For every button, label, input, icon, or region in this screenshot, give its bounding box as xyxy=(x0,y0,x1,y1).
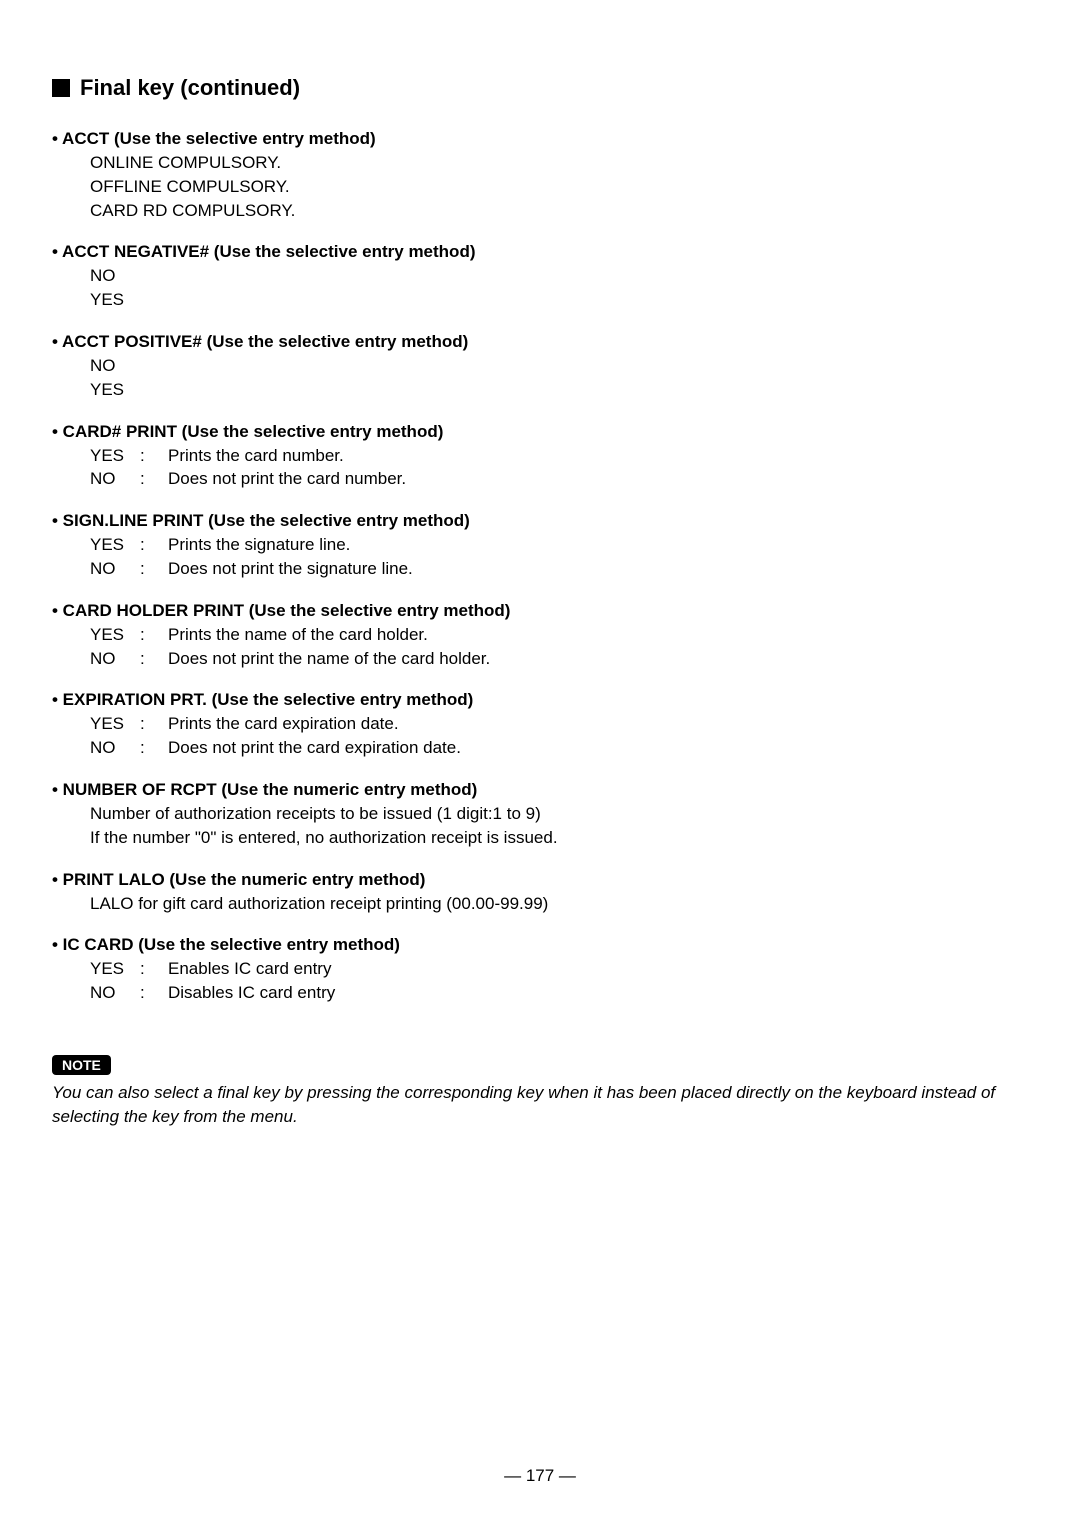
option-row: NO:Does not print the card number. xyxy=(90,467,1028,491)
option-desc: Does not print the card number. xyxy=(168,467,406,491)
section: • NUMBER OF RCPT (Use the numeric entry … xyxy=(52,780,1028,850)
option-key: NO xyxy=(90,647,140,671)
note-text: You can also select a final key by press… xyxy=(52,1081,1028,1129)
option-key: YES xyxy=(90,623,140,647)
section-title: • NUMBER OF RCPT (Use the numeric entry … xyxy=(52,780,1028,800)
option-desc: Does not print the name of the card hold… xyxy=(168,647,490,671)
section-title: • ACCT NEGATIVE# (Use the selective entr… xyxy=(52,242,1028,262)
page-number: — 177 — xyxy=(0,1466,1080,1486)
section: • ACCT (Use the selective entry method)O… xyxy=(52,129,1028,222)
section-line: NO xyxy=(90,354,1028,378)
section-title: • SIGN.LINE PRINT (Use the selective ent… xyxy=(52,511,1028,531)
section: • CARD HOLDER PRINT (Use the selective e… xyxy=(52,601,1028,671)
section-body: YES:Prints the name of the card holder.N… xyxy=(52,623,1028,671)
section-body: YES:Prints the signature line.NO:Does no… xyxy=(52,533,1028,581)
sections-container: • ACCT (Use the selective entry method)O… xyxy=(52,129,1028,1005)
section: • SIGN.LINE PRINT (Use the selective ent… xyxy=(52,511,1028,581)
option-desc: Prints the signature line. xyxy=(168,533,350,557)
option-desc: Enables IC card entry xyxy=(168,957,331,981)
option-colon: : xyxy=(140,444,168,468)
option-desc: Disables IC card entry xyxy=(168,981,335,1005)
option-key: YES xyxy=(90,533,140,557)
option-colon: : xyxy=(140,736,168,760)
option-colon: : xyxy=(140,467,168,491)
option-desc: Does not print the signature line. xyxy=(168,557,413,581)
option-desc: Prints the card number. xyxy=(168,444,344,468)
section-body: ONLINE COMPULSORY.OFFLINE COMPULSORY.CAR… xyxy=(52,151,1028,222)
section-body: YES:Prints the card expiration date.NO:D… xyxy=(52,712,1028,760)
option-key: NO xyxy=(90,467,140,491)
option-key: NO xyxy=(90,557,140,581)
section-line: ONLINE COMPULSORY. xyxy=(90,151,1028,175)
option-row: NO:Disables IC card entry xyxy=(90,981,1028,1005)
section-body: YES:Enables IC card entryNO:Disables IC … xyxy=(52,957,1028,1005)
option-colon: : xyxy=(140,712,168,736)
option-key: YES xyxy=(90,444,140,468)
option-row: YES:Prints the name of the card holder. xyxy=(90,623,1028,647)
section-title: • EXPIRATION PRT. (Use the selective ent… xyxy=(52,690,1028,710)
option-row: YES:Prints the card number. xyxy=(90,444,1028,468)
section: • IC CARD (Use the selective entry metho… xyxy=(52,935,1028,1005)
section-line: YES xyxy=(90,378,1028,402)
option-colon: : xyxy=(140,533,168,557)
section-line: LALO for gift card authorization receipt… xyxy=(90,892,1028,916)
section-body: NOYES xyxy=(52,354,1028,402)
option-colon: : xyxy=(140,981,168,1005)
option-row: NO:Does not print the name of the card h… xyxy=(90,647,1028,671)
option-colon: : xyxy=(140,623,168,647)
option-colon: : xyxy=(140,957,168,981)
section-line: OFFLINE COMPULSORY. xyxy=(90,175,1028,199)
option-colon: : xyxy=(140,647,168,671)
section-body: NOYES xyxy=(52,264,1028,312)
section-title: • PRINT LALO (Use the numeric entry meth… xyxy=(52,870,1028,890)
option-key: YES xyxy=(90,957,140,981)
section-line: YES xyxy=(90,288,1028,312)
section-line: CARD RD COMPULSORY. xyxy=(90,199,1028,223)
section-title: • CARD# PRINT (Use the selective entry m… xyxy=(52,422,1028,442)
section-line: NO xyxy=(90,264,1028,288)
page-heading: Final key (continued) xyxy=(52,75,1028,101)
option-row: YES:Prints the signature line. xyxy=(90,533,1028,557)
option-desc: Prints the card expiration date. xyxy=(168,712,399,736)
section: • EXPIRATION PRT. (Use the selective ent… xyxy=(52,690,1028,760)
note-block: NOTE You can also select a final key by … xyxy=(52,1025,1028,1129)
section-body: YES:Prints the card number.NO:Does not p… xyxy=(52,444,1028,492)
section: • CARD# PRINT (Use the selective entry m… xyxy=(52,422,1028,492)
option-row: NO:Does not print the card expiration da… xyxy=(90,736,1028,760)
section-line: If the number "0" is entered, no authori… xyxy=(90,826,1028,850)
option-row: YES:Prints the card expiration date. xyxy=(90,712,1028,736)
section-body: LALO for gift card authorization receipt… xyxy=(52,892,1028,916)
section-title: • CARD HOLDER PRINT (Use the selective e… xyxy=(52,601,1028,621)
section: • PRINT LALO (Use the numeric entry meth… xyxy=(52,870,1028,916)
note-badge: NOTE xyxy=(52,1055,111,1075)
option-key: YES xyxy=(90,712,140,736)
option-colon: : xyxy=(140,557,168,581)
section-title: • IC CARD (Use the selective entry metho… xyxy=(52,935,1028,955)
heading-text: Final key (continued) xyxy=(80,75,300,101)
section-title: • ACCT POSITIVE# (Use the selective entr… xyxy=(52,332,1028,352)
section: • ACCT NEGATIVE# (Use the selective entr… xyxy=(52,242,1028,312)
option-key: NO xyxy=(90,981,140,1005)
option-desc: Prints the name of the card holder. xyxy=(168,623,428,647)
option-desc: Does not print the card expiration date. xyxy=(168,736,461,760)
section-body: Number of authorization receipts to be i… xyxy=(52,802,1028,850)
option-key: NO xyxy=(90,736,140,760)
section-line: Number of authorization receipts to be i… xyxy=(90,802,1028,826)
section-title: • ACCT (Use the selective entry method) xyxy=(52,129,1028,149)
square-bullet-icon xyxy=(52,79,70,97)
option-row: YES:Enables IC card entry xyxy=(90,957,1028,981)
option-row: NO:Does not print the signature line. xyxy=(90,557,1028,581)
section: • ACCT POSITIVE# (Use the selective entr… xyxy=(52,332,1028,402)
